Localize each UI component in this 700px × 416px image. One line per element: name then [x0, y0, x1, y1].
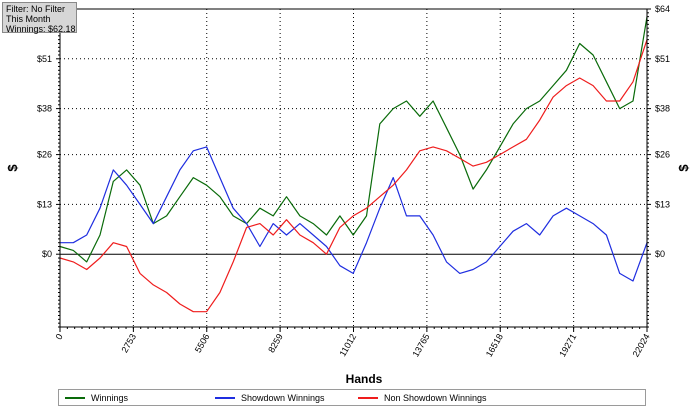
y-tick-label: $64 [655, 4, 670, 14]
legend-swatch-non-showdown [358, 396, 378, 399]
x-tick-label: 8259 [266, 332, 285, 354]
legend-item-showdown: Showdown Winnings [215, 390, 325, 405]
y-tick-label: $13 [37, 199, 52, 209]
x-tick-label: 5506 [193, 332, 212, 354]
series-line-0 [59, 16, 648, 263]
series-line-2 [59, 39, 648, 313]
legend-swatch-showdown [215, 396, 235, 399]
y-tick-label: $26 [37, 150, 52, 160]
plot-area [60, 9, 647, 327]
y-tick-label: $26 [655, 150, 670, 160]
x-tick-label: 22024 [631, 332, 652, 359]
legend-item-non-showdown: Non Showdown Winnings [358, 390, 487, 405]
y-axis-label-right: $ [676, 164, 691, 172]
y-tick-labels-right: $0 $13 $26 $38 $51 $64 [655, 4, 670, 259]
legend-label-showdown: Showdown Winnings [241, 392, 325, 403]
x-tick-label: 11012 [337, 332, 358, 358]
x-tick-label: 0 [54, 332, 65, 341]
legend-swatch-winnings [65, 396, 85, 399]
legend-item-winnings: Winnings [65, 390, 128, 405]
series-line-1 [60, 146, 648, 282]
filter-info-box: Filter: No Filter This Month Winnings: $… [2, 2, 77, 34]
y-tick-labels-left: $0$13$26$38$51$64 [37, 4, 52, 259]
series-layer [59, 16, 648, 313]
x-tick-labels: 0 2753 5506 8259 11012 13765 16518 19271 22024 [54, 332, 652, 359]
x-tick-label: 2753 [119, 332, 138, 354]
y-tick-label: $0 [655, 249, 665, 259]
legend-label-non-showdown: Non Showdown Winnings [384, 392, 487, 403]
y-tick-label: $38 [37, 104, 52, 114]
y-tick-label: $51 [37, 54, 52, 64]
x-axis-label: Hands [346, 372, 383, 386]
y-tick-label: $0 [42, 249, 52, 259]
y-axis-label-left: $ [5, 164, 20, 172]
x-tick-label: 16518 [484, 332, 505, 359]
y-tick-label: $51 [655, 54, 670, 64]
y-tick-label: $13 [655, 199, 670, 209]
filter-text: Filter: No Filter [6, 4, 66, 14]
chart-legend: Winnings Showdown Winnings Non Showdown … [58, 389, 646, 406]
legend-label-winnings: Winnings [91, 392, 129, 403]
x-tick-label: 13765 [410, 332, 431, 359]
x-tick-label: 19271 [557, 332, 578, 359]
period-text: This Month [6, 14, 51, 24]
axis-ticks [56, 8, 651, 332]
winnings-total-text: Winnings: $62.18 [6, 24, 76, 34]
y-tick-label: $38 [655, 104, 670, 114]
